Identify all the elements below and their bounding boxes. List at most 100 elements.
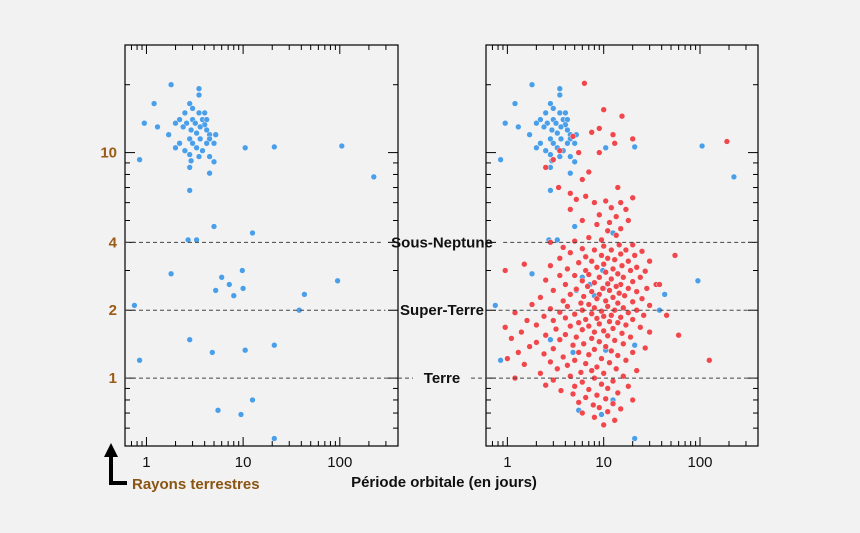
data-point [629,396,636,404]
x-axis-label: Période orbitale (en jours) [351,474,537,491]
data-point [168,81,175,88]
data-point [609,131,617,138]
data-point [556,309,563,316]
y-tick-label: 1 [109,370,117,387]
data-point [249,229,256,237]
data-point [629,135,636,143]
data-point [557,123,565,131]
data-point [554,236,561,244]
data-point [646,329,653,336]
data-point [176,140,183,147]
data-point [571,158,578,165]
data-point [537,116,544,123]
data-point [188,126,195,134]
data-point [633,367,640,374]
data-point [579,217,586,224]
data-point [627,267,634,274]
data-point [528,81,536,88]
data-point [590,401,597,409]
data-point [552,120,560,127]
data-point [584,283,591,290]
data-point [195,85,203,92]
data-point [579,326,586,333]
data-point [562,331,569,338]
data-point [554,130,561,137]
data-point [556,272,563,279]
data-point [249,396,256,404]
data-point [560,353,567,361]
data-point [579,277,586,284]
data-point [206,135,213,143]
data-point [614,319,621,326]
data-point [239,267,246,274]
data-point [564,126,571,134]
data-point [629,278,636,285]
data-point [540,313,548,320]
data-point [502,267,509,274]
data-point [608,204,615,211]
data-point [631,143,638,151]
data-point [556,255,563,262]
data-point [609,400,617,407]
data-point [552,326,560,333]
data-point [168,270,175,277]
data-point [206,170,213,177]
data-point [562,109,569,117]
data-point [193,130,200,137]
data-point [613,232,620,239]
data-point [613,283,620,290]
data-point [617,314,624,321]
data-point [637,274,644,281]
data-point [172,144,179,151]
data-point [564,362,571,369]
x-axis-ticks: 1 10 100 [124,45,399,471]
data-point [585,168,592,176]
data-point [131,302,138,309]
reference-line: Terre [125,370,758,387]
data-point [585,234,592,241]
y-axis-arrow-head [104,443,118,457]
data-point [643,285,650,292]
data-point [533,120,540,127]
x-tick-label: 1 [142,454,150,471]
data-point [136,156,143,163]
data-point [625,383,632,390]
data-point [608,275,615,283]
data-point [334,277,341,284]
data-point [567,291,574,298]
data-point [588,258,595,265]
data-point [136,357,143,364]
data-point [547,262,554,269]
data-point [209,349,216,356]
data-point [540,350,548,358]
data-point [598,355,605,362]
data-point [600,261,607,268]
data-point [581,80,588,87]
data-point [698,142,706,150]
data-point [600,370,607,377]
plot-frame [485,44,759,447]
data-point [523,317,531,324]
data-point [515,123,522,131]
data-point [197,123,204,131]
data-point [218,274,225,281]
x-axis-ticks: 1 10 100 [485,45,759,471]
data-point [609,265,617,273]
data-point [537,140,544,147]
data-point [694,277,702,284]
data-point [604,408,611,415]
data-point [547,336,554,343]
data-point [588,335,595,342]
data-point [596,211,603,218]
data-point [627,334,634,341]
data-point [611,417,618,424]
data-point [608,347,615,355]
data-point [585,271,592,278]
data-point [562,281,569,288]
data-point [521,361,528,368]
data-point [186,100,193,107]
data-point [542,332,549,339]
data-point [556,109,563,117]
data-point [638,295,646,302]
red-series [502,80,731,429]
